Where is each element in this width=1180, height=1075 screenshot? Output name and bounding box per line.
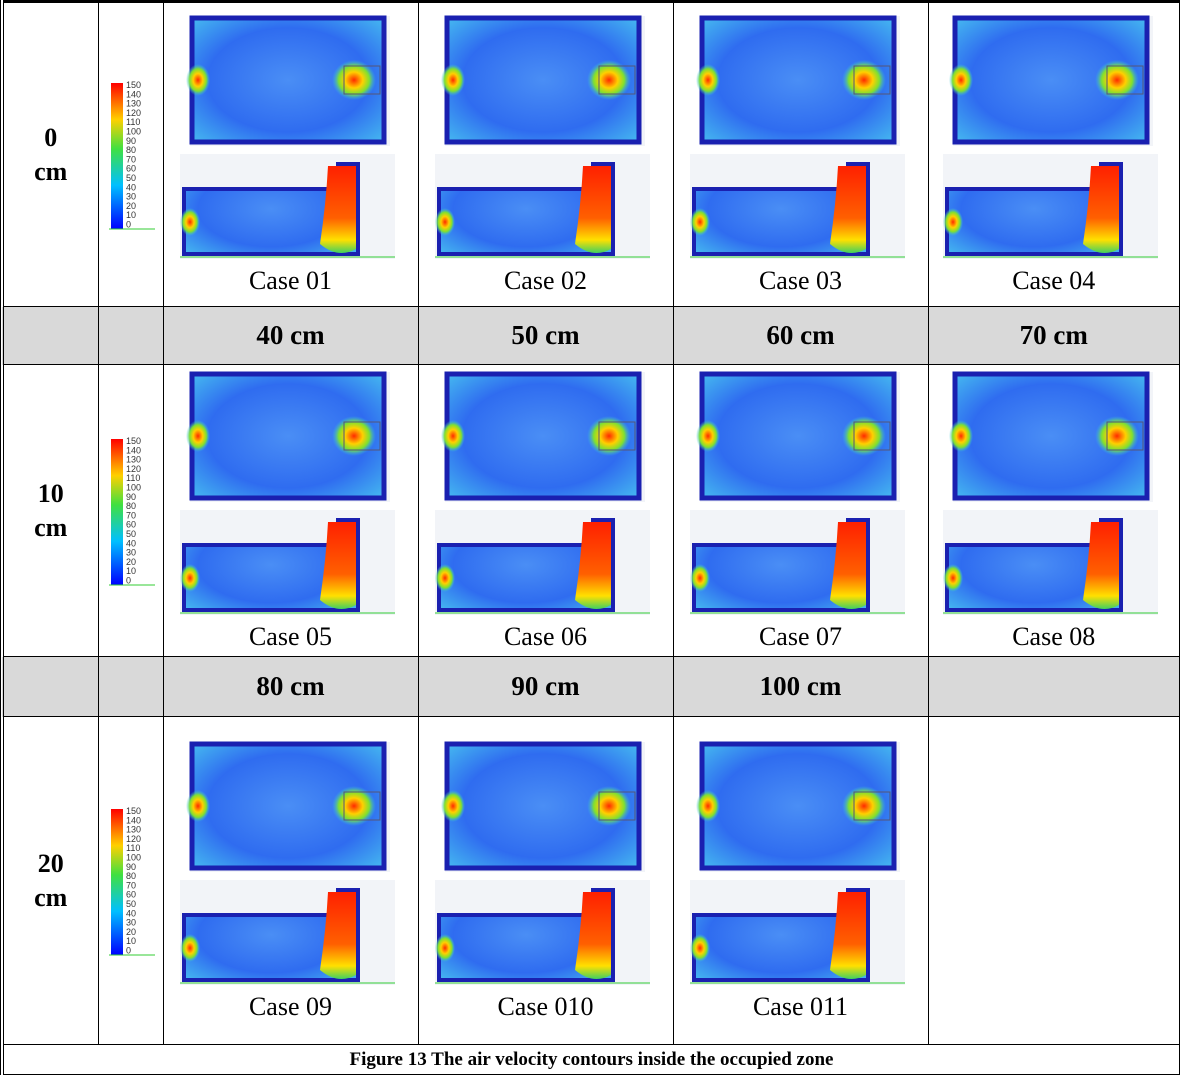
section-inlet (435, 564, 455, 592)
case-cell: Case 06 (418, 365, 673, 657)
case-cell: Case 08 (928, 365, 1180, 657)
distance-header: 60 cm (673, 307, 928, 365)
distance-header: 70 cm (928, 307, 1180, 365)
figure-caption: Figure 13 The air velocity contours insi… (2, 1045, 1180, 1075)
inlet-jet (186, 790, 210, 822)
contour-image (941, 370, 1166, 620)
section-inlet (690, 208, 710, 236)
case-row: 20 cm 150140130120110100908070605040302010… (2, 717, 1180, 1045)
contour-image (178, 370, 403, 620)
row-label-line: 20 (38, 849, 64, 878)
header-row: 80 cm90 cm100 cm (2, 657, 1180, 717)
case-row: 0 cm 1501401301201101009080706050403020100… (2, 2, 1180, 307)
row-label-line: 10 (38, 479, 64, 508)
row-label: 0 cm (2, 2, 98, 307)
legend-bar (111, 809, 123, 955)
inlet-jet (441, 64, 465, 96)
case-label: Case 08 (929, 622, 1180, 652)
contour-image (178, 14, 403, 264)
row-label-line: cm (34, 883, 67, 912)
case-cell: Case 03 (673, 2, 928, 307)
inlet-jet (696, 420, 720, 452)
contour-image (941, 14, 1166, 264)
inlet-jet (949, 64, 973, 96)
legend-tick-label: 0 (126, 219, 131, 229)
row-label: 20 cm (2, 717, 98, 1045)
legend-cell: 1501401301201101009080706050403020100 (98, 365, 163, 657)
case-cell: Case 02 (418, 2, 673, 307)
case-label: Case 04 (929, 266, 1180, 296)
case-label: Case 01 (164, 266, 418, 296)
contour-image (178, 740, 403, 990)
contour-image (433, 740, 658, 990)
caption-row: Figure 13 The air velocity contours insi… (2, 1045, 1180, 1075)
case-cell: Case 07 (673, 365, 928, 657)
case-label: Case 09 (164, 992, 418, 1022)
legend-tick-label: 0 (126, 945, 131, 955)
row-label-line: cm (34, 157, 67, 186)
empty-cell (2, 657, 98, 717)
inlet-jet (186, 64, 210, 96)
section-inlet (435, 208, 455, 236)
legend-tick-label: 0 (126, 575, 131, 585)
row-label-line: cm (34, 513, 67, 542)
contour-image (433, 14, 658, 264)
row-label: 10 cm (2, 365, 98, 657)
section-inlet (690, 564, 710, 592)
contour-image (433, 370, 658, 620)
empty-cell (98, 307, 163, 365)
contour-image (688, 14, 913, 264)
section-inlet (943, 208, 963, 236)
contour-image (688, 370, 913, 620)
legend-bar (111, 439, 123, 585)
contour-image (688, 740, 913, 990)
case-label: Case 02 (419, 266, 673, 296)
color-legend: 1501401301201101009080706050403020100 (105, 431, 157, 591)
distance-header: 80 cm (163, 657, 418, 717)
inlet-jet (949, 420, 973, 452)
page: 0 cm 1501401301201101009080706050403020100… (0, 0, 1180, 1073)
case-label: Case 010 (419, 992, 673, 1022)
case-label: Case 03 (674, 266, 928, 296)
section-inlet (943, 564, 963, 592)
distance-header (928, 657, 1180, 717)
case-cell: Case 011 (673, 717, 928, 1045)
case-cell: Case 09 (163, 717, 418, 1045)
distance-header: 50 cm (418, 307, 673, 365)
case-cell (928, 717, 1180, 1045)
legend-bar (111, 83, 123, 229)
inlet-jet (441, 420, 465, 452)
section-inlet (180, 208, 200, 236)
inlet-jet (696, 790, 720, 822)
inlet-jet (441, 790, 465, 822)
case-cell: Case 01 (163, 2, 418, 307)
section-inlet (180, 934, 200, 962)
section-inlet (690, 934, 710, 962)
case-cell: Case 010 (418, 717, 673, 1045)
case-cell: Case 04 (928, 2, 1180, 307)
case-label: Case 06 (419, 622, 673, 652)
section-inlet (180, 564, 200, 592)
distance-header: 90 cm (418, 657, 673, 717)
case-label: Case 05 (164, 622, 418, 652)
section-inlet (435, 934, 455, 962)
inlet-jet (186, 420, 210, 452)
case-label: Case 07 (674, 622, 928, 652)
empty-cell (98, 657, 163, 717)
distance-header: 100 cm (673, 657, 928, 717)
case-cell: Case 05 (163, 365, 418, 657)
legend-cell: 1501401301201101009080706050403020100 (98, 717, 163, 1045)
row-label-line: 0 (44, 123, 57, 152)
empty-cell (2, 307, 98, 365)
case-label: Case 011 (674, 992, 928, 1022)
inlet-jet (696, 64, 720, 96)
distance-header: 40 cm (163, 307, 418, 365)
figure-table: 0 cm 1501401301201101009080706050403020100… (0, 0, 1180, 1075)
